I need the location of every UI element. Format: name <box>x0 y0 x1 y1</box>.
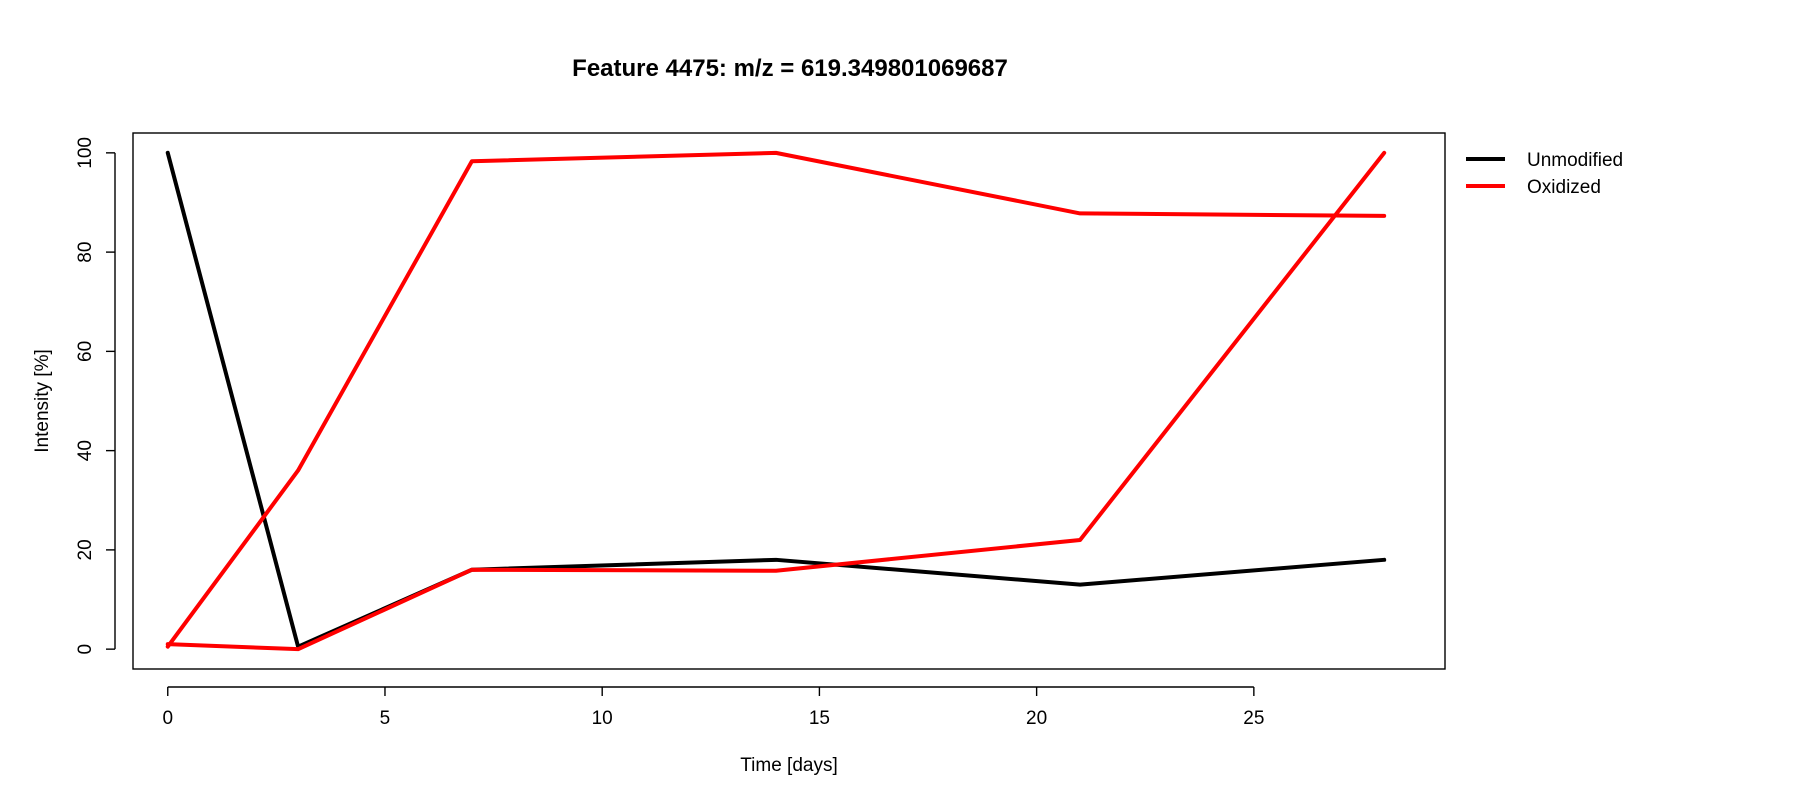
series-line-oxidized-2 <box>165 150 1387 652</box>
chart-title: Feature 4475: m/z = 619.349801069687 <box>572 55 1008 82</box>
x-axis-label: Time [days] <box>740 755 838 776</box>
y-tick-label: 0 <box>75 644 96 655</box>
x-axis: 0 5 10 15 20 25 <box>162 686 1264 729</box>
x-tick-label: 10 <box>592 708 613 729</box>
x-tick-label: 15 <box>809 708 830 729</box>
legend-label-oxidized: Oxidized <box>1527 177 1601 198</box>
plot-frame <box>132 132 1446 670</box>
y-tick-label: 80 <box>75 242 96 263</box>
y-tick-label: 40 <box>75 440 96 461</box>
series-line-unmodified-1 <box>165 150 1387 649</box>
series-line-oxidized-3 <box>165 150 1387 649</box>
x-tick-label: 25 <box>1243 708 1264 729</box>
y-axis: 0 20 40 60 80 100 <box>75 137 116 655</box>
x-tick-label: 0 <box>162 708 173 729</box>
y-tick-label: 20 <box>75 539 96 560</box>
series-group <box>165 150 1387 652</box>
y-axis-label: Intensity [%] <box>32 349 53 453</box>
y-tick-label: 60 <box>75 341 96 362</box>
legend-label-unmodified: Unmodified <box>1527 150 1623 171</box>
legend: Unmodified Oxidized <box>1466 150 1623 198</box>
x-tick-label: 20 <box>1026 708 1047 729</box>
y-tick-label: 100 <box>75 137 96 169</box>
x-tick-label: 5 <box>380 708 391 729</box>
